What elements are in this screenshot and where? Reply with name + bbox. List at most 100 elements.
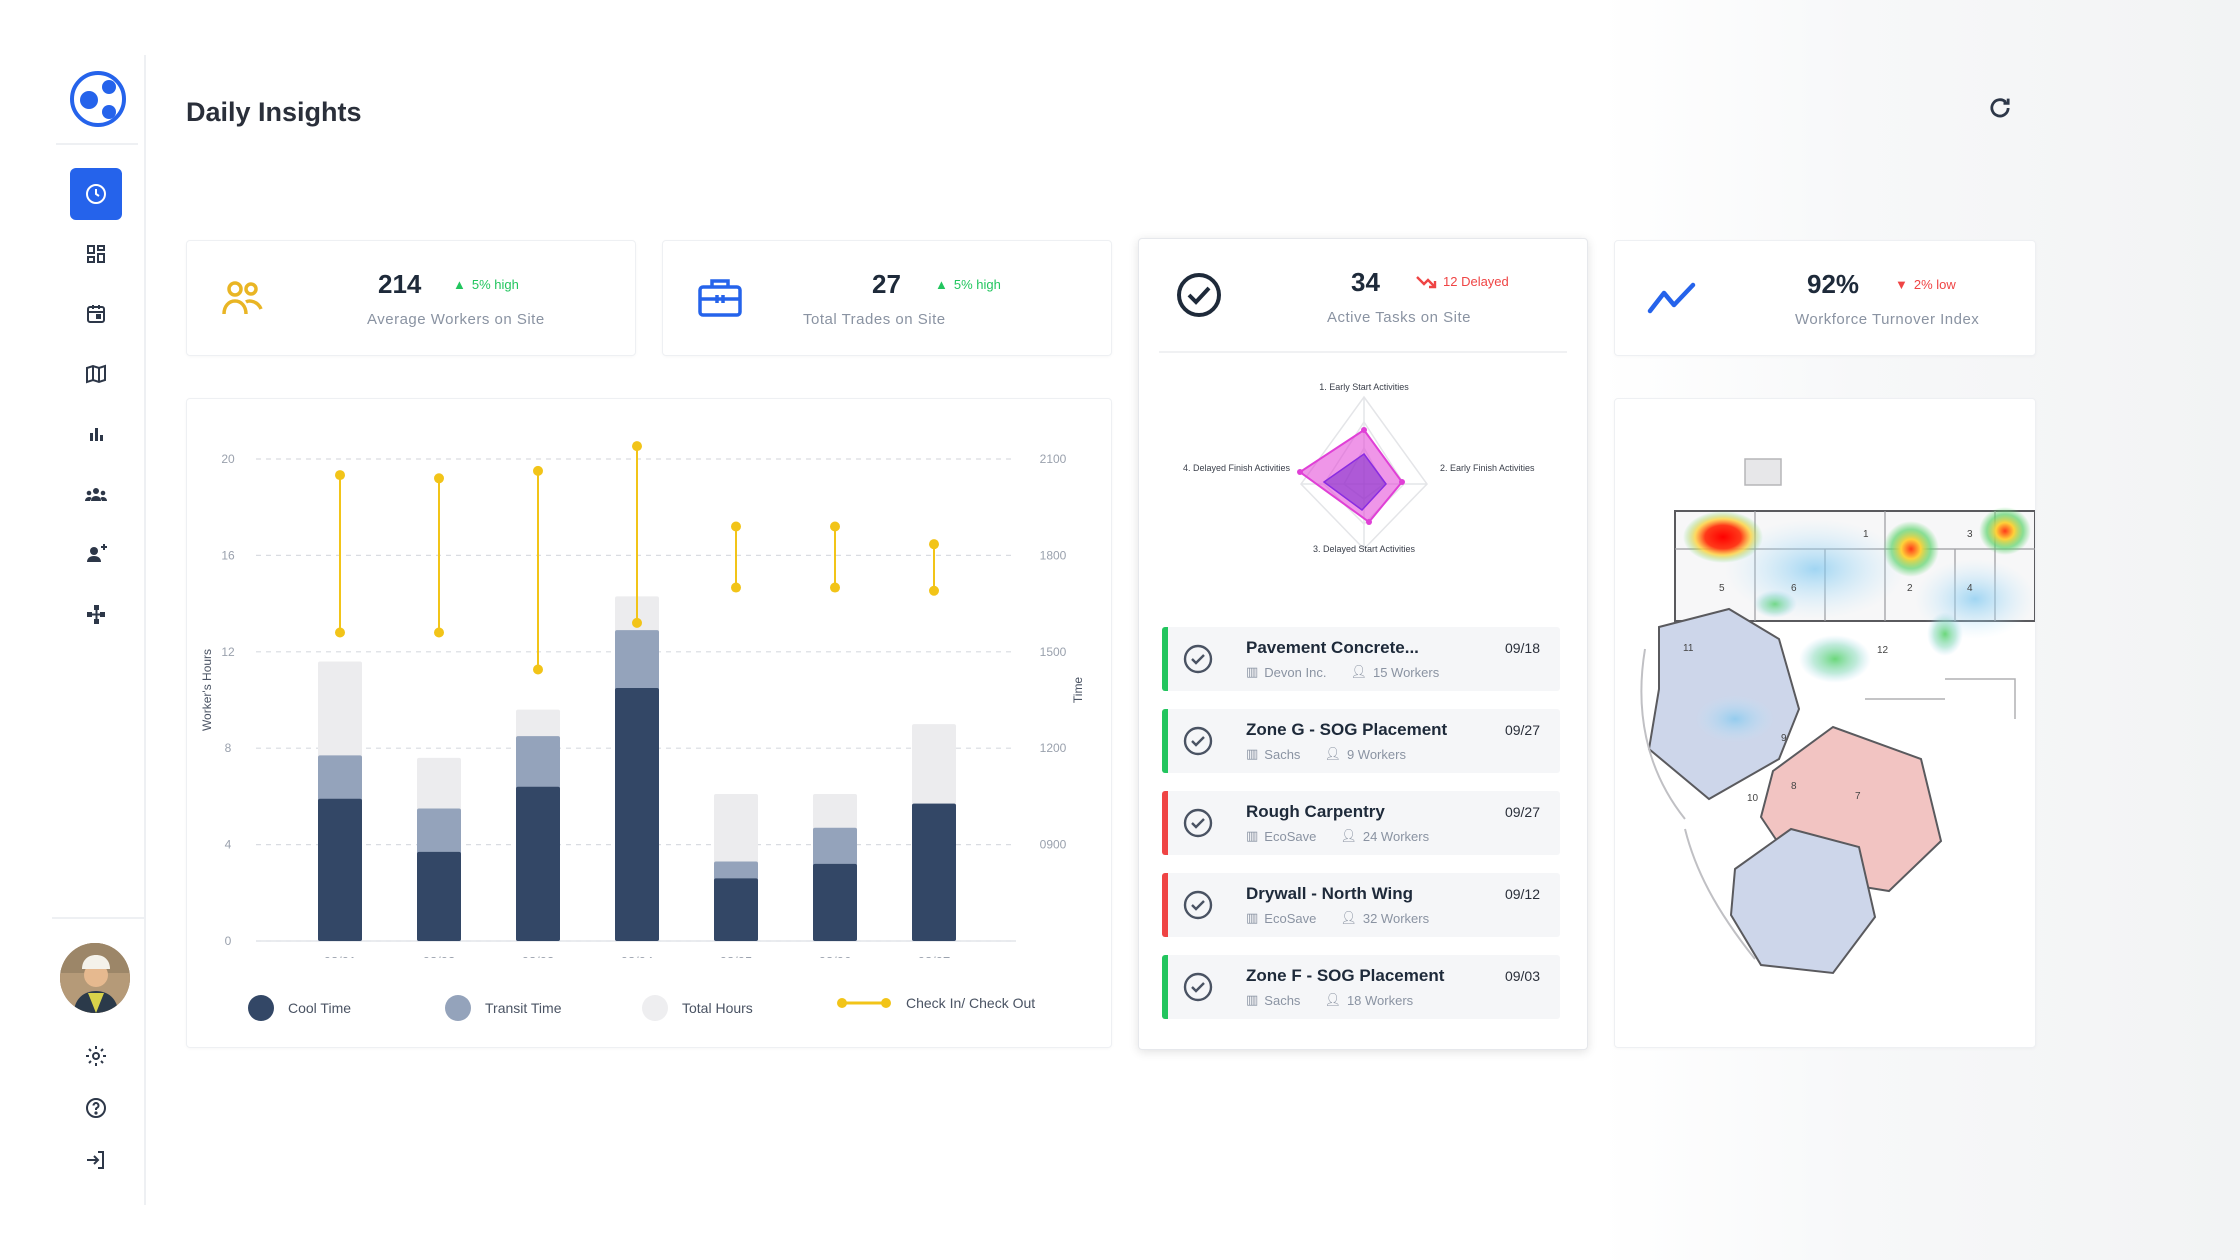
- radar-point: [1297, 469, 1303, 475]
- y-tick-label: 4: [225, 838, 232, 852]
- task-title: Rough Carpentry: [1246, 802, 1385, 821]
- heat-spot: [1725, 519, 1905, 619]
- check-out-point: [632, 441, 642, 452]
- legend-total-hours: Total Hours: [642, 995, 753, 1021]
- card-divider: [1159, 351, 1567, 353]
- task-date: 09/27: [1504, 722, 1540, 738]
- nav-dashboard[interactable]: [70, 228, 122, 280]
- y-right-axis-label: Time: [1071, 677, 1085, 704]
- bar-cool-time: [417, 851, 461, 941]
- app-logo[interactable]: [68, 69, 128, 129]
- legend-transit-time: Transit Time: [445, 995, 562, 1021]
- room-label: 3: [1967, 529, 1973, 540]
- nav-clock[interactable]: [70, 168, 122, 220]
- nav-help[interactable]: [70, 1082, 122, 1134]
- nav-team[interactable]: [70, 468, 122, 520]
- x-tick-label: 08/07: [918, 954, 951, 958]
- task-check-icon[interactable]: [1182, 971, 1214, 1003]
- x-tick-label: 08/01: [324, 954, 357, 958]
- y-right-tick-label: 2100: [1040, 452, 1067, 466]
- task-row[interactable]: Zone G - SOG Placement 09/27 ▥ Sachs 👤︎ 9 …: [1162, 709, 1560, 773]
- stat-trend: 12 Delayed: [1415, 274, 1509, 289]
- task-check-icon[interactable]: [1182, 889, 1214, 921]
- site-heatmap-card[interactable]: 1 2 3 4 5 6 7 8 9 10 11 12: [1614, 398, 2036, 1048]
- task-row[interactable]: Pavement Concrete... 09/18 ▥ Devon Inc. 👤…: [1162, 627, 1560, 691]
- task-title: Pavement Concrete...: [1246, 638, 1419, 657]
- task-status-bar: [1162, 955, 1168, 1019]
- room-label: 1: [1863, 529, 1869, 540]
- stat-trend: ▲ 5% high: [453, 277, 519, 292]
- workers-hours-chart: 0 4 8 12 16 20 0900 1200 1500 1800 2100 Worker's Ho…: [200, 441, 1085, 958]
- person-icon: 👤︎: [1350, 664, 1367, 679]
- check-in-point: [830, 582, 840, 593]
- nav-network[interactable]: [70, 588, 122, 640]
- room-label: 9: [1781, 733, 1787, 744]
- legend-swatch: [248, 995, 274, 1021]
- y-right-tick-label: 1500: [1040, 645, 1067, 659]
- radar-chart: 1. Early Start Activities 2. Early Finis…: [1183, 382, 1535, 554]
- legend-cool-time: Cool Time: [248, 995, 351, 1021]
- arrow-down-icon: ▼: [1895, 277, 1908, 292]
- check-out-point: [335, 470, 345, 481]
- avatar[interactable]: [60, 943, 130, 1013]
- task-row[interactable]: Drywall - North Wing 09/12 ▥ EcoSave 👤︎ 32…: [1162, 873, 1560, 937]
- bar-cool-time: [615, 687, 659, 941]
- task-date: 09/18: [1504, 640, 1540, 656]
- task-status-bar: [1162, 627, 1168, 691]
- room-label: 11: [1683, 643, 1694, 654]
- y-axis-label: Worker's Hours: [200, 649, 214, 731]
- x-tick-label: 08/04: [621, 954, 654, 958]
- building-icon: ▥: [1246, 992, 1259, 1007]
- user-avatar-icon: [60, 943, 130, 1013]
- radar-series-b: [1322, 452, 1387, 512]
- check-in-point: [731, 582, 741, 593]
- x-tick-label: 08/06: [819, 954, 852, 958]
- nav-map[interactable]: [70, 348, 122, 400]
- bar-cool-time: [912, 803, 956, 941]
- task-row[interactable]: Rough Carpentry 09/27 ▥ EcoSave 👤︎ 24 Work…: [1162, 791, 1560, 855]
- room-label: 10: [1747, 793, 1759, 804]
- arrow-up-icon: ▲: [453, 277, 466, 292]
- check-in-point: [335, 627, 345, 638]
- heat-spot: [1915, 559, 2035, 639]
- task-check-icon[interactable]: [1182, 725, 1214, 757]
- radar-label: 1. Early Start Activities: [1319, 382, 1409, 392]
- stat-value: 34: [1351, 267, 1380, 297]
- check-in-point: [533, 664, 543, 675]
- task-status-bar: [1162, 873, 1168, 937]
- arrow-up-icon: ▲: [935, 277, 948, 292]
- room-label: 6: [1791, 583, 1797, 594]
- check-out-point: [929, 539, 939, 550]
- person-icon: 👤︎: [1324, 992, 1341, 1007]
- trend-down-icon: [1416, 275, 1437, 288]
- nav-logout[interactable]: [70, 1134, 122, 1186]
- x-tick-label: 08/05: [720, 954, 753, 958]
- task-meta: ▥ Sachs 👤︎ 18 Workers: [1246, 992, 1414, 1008]
- task-check-icon[interactable]: [1182, 643, 1214, 675]
- refresh-icon[interactable]: [1986, 94, 2014, 122]
- network-icon: [87, 605, 105, 624]
- bar-cool-time: [516, 786, 560, 941]
- y-right-tick-label: 1800: [1040, 548, 1067, 562]
- nav-user-add[interactable]: [70, 528, 122, 580]
- y-right-tick-label: 1200: [1040, 741, 1067, 755]
- bar-cool-time: [714, 878, 758, 941]
- room-label: 5: [1719, 583, 1725, 594]
- nav-settings[interactable]: [70, 1030, 122, 1082]
- nav-analytics[interactable]: [70, 408, 122, 460]
- stair-tower: [1744, 458, 1782, 486]
- settings-icon: [86, 1046, 106, 1066]
- task-check-icon[interactable]: [1182, 807, 1214, 839]
- heat-spot: [1979, 507, 2031, 555]
- workers-icon: [222, 281, 263, 315]
- task-date: 09/12: [1504, 886, 1540, 902]
- stat-value: 92%: [1807, 269, 1860, 299]
- check-in-point: [929, 585, 939, 596]
- task-meta: ▥ EcoSave 👤︎ 24 Workers: [1246, 828, 1430, 844]
- task-row[interactable]: Zone F - SOG Placement 09/03 ▥ Sachs 👤︎ 18…: [1162, 955, 1560, 1019]
- radar-point: [1361, 427, 1367, 433]
- nav-calendar[interactable]: [70, 288, 122, 340]
- floor-plan-heatmap[interactable]: 1 2 3 4 5 6 7 8 9 10 11 12: [1615, 399, 2035, 1047]
- radar-point: [1399, 479, 1405, 485]
- stat-card-workers: 214 ▲ 5% high Average Workers on Site: [186, 240, 636, 356]
